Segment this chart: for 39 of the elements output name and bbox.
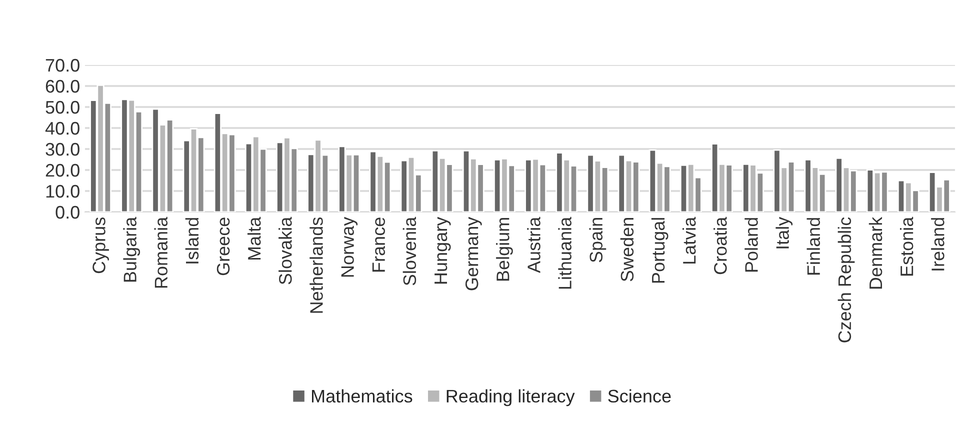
x-tick-label: Slovenia xyxy=(402,216,416,286)
y-tick-label: 70.0 xyxy=(46,58,80,72)
x-tick-label: Spain xyxy=(589,218,606,262)
x-tick-label: France xyxy=(372,218,386,272)
x-tick-label: Austria xyxy=(527,216,540,274)
x-tick-label: Slovakia xyxy=(278,216,292,284)
y-tick-label: 20.0 xyxy=(46,164,80,177)
legend-label: Reading literacy xyxy=(446,389,575,406)
x-tick-label: Sweden xyxy=(620,218,634,282)
x-tick-label: Cyprus xyxy=(92,218,109,274)
y-tick-label: 60.0 xyxy=(46,80,80,93)
x-tick-label: Netherlands xyxy=(310,218,323,313)
x-tick-label: Hungary xyxy=(434,216,451,284)
x-tick-label: Portugal xyxy=(651,218,668,283)
x-tick-label: Finland xyxy=(806,218,820,275)
x-tick-label: Island xyxy=(185,218,199,264)
x-tick-label: Poland xyxy=(744,218,758,272)
x-tick-label: Malta xyxy=(247,216,261,260)
x-tick-label: Romania xyxy=(154,216,168,288)
x-tick-label: Latvia xyxy=(682,216,696,264)
y-tick-label: 30.0 xyxy=(46,142,80,156)
x-tick-label: Croatia xyxy=(714,216,727,274)
x-tick-label: Estonia xyxy=(900,216,914,276)
legend-label: Mathematics xyxy=(312,389,412,403)
x-tick-label: Norway xyxy=(341,216,358,277)
x-tick-label: Greece xyxy=(216,218,230,276)
y-tick-label: 0.0 xyxy=(56,206,80,219)
x-tick-label: Italy xyxy=(776,216,793,248)
y-tick-label: 40.0 xyxy=(45,122,80,135)
x-tick-label: Denmark xyxy=(868,216,882,289)
x-tick-label: Bulgaria xyxy=(123,216,140,282)
x-tick-label: Czech Republic xyxy=(838,217,855,342)
y-tick-label: 50.0 xyxy=(46,100,80,114)
y-tick-label: 10.0 xyxy=(46,184,80,198)
x-tick-label: Belgium xyxy=(496,218,513,281)
x-tick-label: Lithuania xyxy=(558,216,572,289)
legend-label: Science xyxy=(608,389,671,403)
x-tick-label: Germany xyxy=(465,216,482,290)
x-tick-label: Ireland xyxy=(931,218,944,270)
